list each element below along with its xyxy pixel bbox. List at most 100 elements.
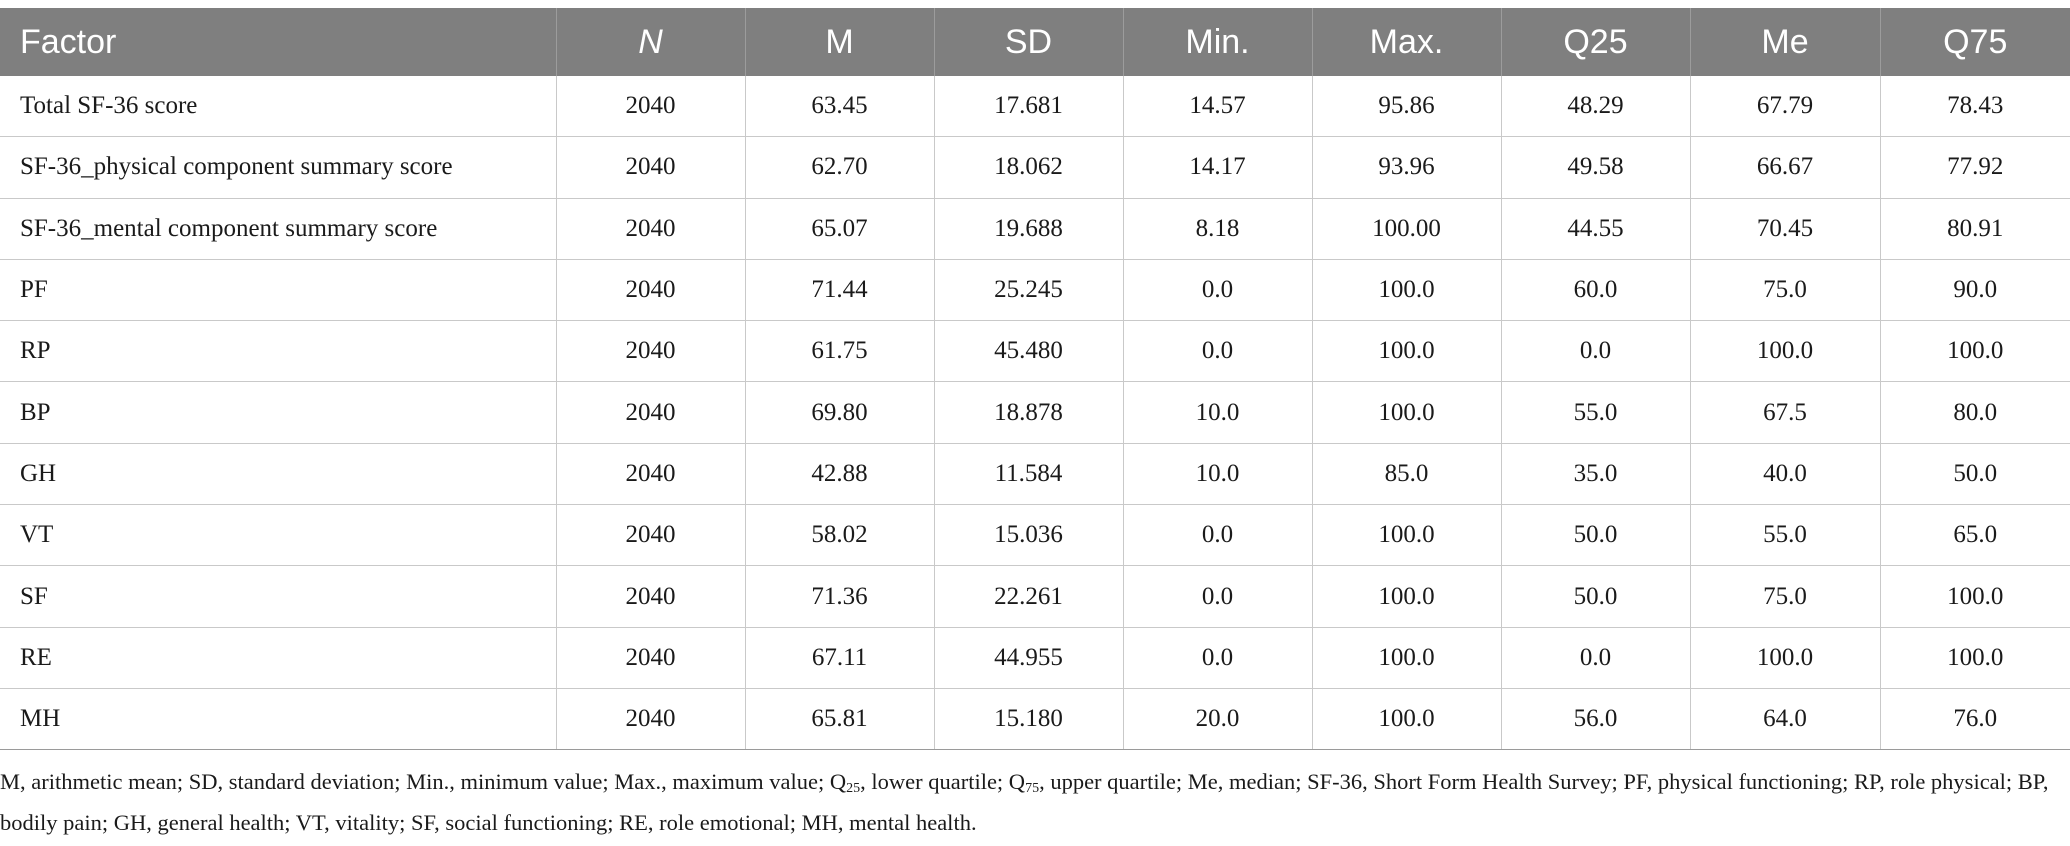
cell-median: 100.0 — [1689, 320, 1880, 383]
cell-n: 2040 — [555, 381, 745, 444]
cell-sd: 17.681 — [933, 76, 1123, 138]
table-header-row: Factor N M SD Min. Max. Q25 Me Q75 — [0, 8, 2070, 76]
header-median: Me — [1689, 8, 1880, 76]
cell-q75: 100.0 — [1879, 627, 2070, 689]
cell-factor: SF-36_mental component summary score — [0, 198, 556, 260]
cell-factor: RE — [0, 627, 556, 689]
cell-min: 0.0 — [1122, 320, 1312, 383]
header-factor: Factor — [0, 8, 556, 76]
cell-max: 100.0 — [1311, 688, 1501, 751]
cell-q25: 49.58 — [1500, 136, 1690, 199]
cell-q75: 76.0 — [1879, 688, 2070, 751]
cell-max: 93.96 — [1311, 136, 1501, 199]
cell-median: 70.45 — [1689, 198, 1880, 260]
cell-n: 2040 — [555, 443, 745, 506]
table-body: Total SF-36 score 2040 63.45 17.681 14.57 95.… — [0, 76, 2070, 751]
cell-q25: 44.55 — [1500, 198, 1690, 260]
cell-q25: 35.0 — [1500, 443, 1690, 506]
cell-min: 10.0 — [1122, 381, 1312, 444]
cell-factor: BP — [0, 381, 556, 444]
footnote-sub-75: 75 — [1025, 781, 1040, 796]
cell-q75: 80.91 — [1879, 198, 2070, 260]
cell-sd: 19.688 — [933, 198, 1123, 260]
cell-sd: 18.878 — [933, 381, 1123, 444]
cell-max: 85.0 — [1311, 443, 1501, 506]
cell-q75: 80.0 — [1879, 381, 2070, 444]
header-sd: SD — [933, 8, 1123, 76]
table-row: GH 2040 42.88 11.584 10.0 85.0 35.0 40.0 50.0 — [0, 443, 2070, 506]
cell-mean: 69.80 — [744, 381, 934, 444]
cell-min: 0.0 — [1122, 565, 1312, 628]
cell-mean: 67.11 — [744, 627, 934, 689]
table-row: RP 2040 61.75 45.480 0.0 100.0 0.0 100.0 100.0 — [0, 320, 2070, 383]
cell-median: 100.0 — [1689, 627, 1880, 689]
cell-max: 100.0 — [1311, 259, 1501, 322]
cell-sd: 11.584 — [933, 443, 1123, 506]
cell-median: 66.67 — [1689, 136, 1880, 199]
cell-min: 14.57 — [1122, 76, 1312, 138]
table-row: RE 2040 67.11 44.955 0.0 100.0 0.0 100.0 100.0 — [0, 627, 2070, 689]
cell-factor: SF — [0, 565, 556, 628]
cell-max: 100.0 — [1311, 565, 1501, 628]
cell-q75: 50.0 — [1879, 443, 2070, 506]
table-row: Total SF-36 score 2040 63.45 17.681 14.57 95.… — [0, 76, 2070, 138]
cell-factor: RP — [0, 320, 556, 383]
cell-factor: VT — [0, 504, 556, 567]
cell-sd: 22.261 — [933, 565, 1123, 628]
cell-sd: 45.480 — [933, 320, 1123, 383]
cell-n: 2040 — [555, 565, 745, 628]
cell-n: 2040 — [555, 136, 745, 199]
sf36-descriptive-statistics-table: Factor N M SD Min. Max. Q25 Me Q75 Total… — [0, 8, 2070, 751]
cell-factor: MH — [0, 688, 556, 751]
cell-n: 2040 — [555, 76, 745, 138]
cell-q75: 100.0 — [1879, 320, 2070, 383]
cell-median: 40.0 — [1689, 443, 1880, 506]
cell-n: 2040 — [555, 688, 745, 751]
header-max: Max. — [1311, 8, 1501, 76]
table-row: VT 2040 58.02 15.036 0.0 100.0 50.0 55.0 65.0 — [0, 504, 2070, 567]
cell-median: 55.0 — [1689, 504, 1880, 567]
header-min: Min. — [1122, 8, 1312, 76]
cell-factor: PF — [0, 259, 556, 322]
table-row: PF 2040 71.44 25.245 0.0 100.0 60.0 75.0 90.0 — [0, 259, 2070, 322]
cell-q25: 55.0 — [1500, 381, 1690, 444]
cell-sd: 18.062 — [933, 136, 1123, 199]
cell-n: 2040 — [555, 504, 745, 567]
cell-mean: 42.88 — [744, 443, 934, 506]
cell-max: 100.0 — [1311, 320, 1501, 383]
cell-max: 100.0 — [1311, 627, 1501, 689]
cell-factor: GH — [0, 443, 556, 506]
header-q75: Q75 — [1879, 8, 2070, 76]
cell-mean: 58.02 — [744, 504, 934, 567]
cell-q75: 77.92 — [1879, 136, 2070, 199]
header-mean: M — [744, 8, 934, 76]
cell-median: 67.5 — [1689, 381, 1880, 444]
cell-q25: 0.0 — [1500, 320, 1690, 383]
cell-q75: 90.0 — [1879, 259, 2070, 322]
header-q25: Q25 — [1500, 8, 1690, 76]
cell-median: 75.0 — [1689, 565, 1880, 628]
cell-sd: 25.245 — [933, 259, 1123, 322]
cell-n: 2040 — [555, 259, 745, 322]
cell-factor: Total SF-36 score — [0, 76, 556, 138]
cell-median: 75.0 — [1689, 259, 1880, 322]
cell-q25: 56.0 — [1500, 688, 1690, 751]
cell-mean: 61.75 — [744, 320, 934, 383]
cell-sd: 15.036 — [933, 504, 1123, 567]
cell-q25: 50.0 — [1500, 504, 1690, 567]
cell-mean: 71.44 — [744, 259, 934, 322]
cell-min: 0.0 — [1122, 627, 1312, 689]
cell-max: 100.0 — [1311, 381, 1501, 444]
cell-q75: 100.0 — [1879, 565, 2070, 628]
cell-median: 64.0 — [1689, 688, 1880, 751]
cell-q25: 0.0 — [1500, 627, 1690, 689]
cell-mean: 65.81 — [744, 688, 934, 751]
cell-min: 8.18 — [1122, 198, 1312, 260]
cell-q25: 48.29 — [1500, 76, 1690, 138]
cell-min: 0.0 — [1122, 504, 1312, 567]
cell-mean: 65.07 — [744, 198, 934, 260]
cell-n: 2040 — [555, 320, 745, 383]
table-row: MH 2040 65.81 15.180 20.0 100.0 56.0 64.0 76.0 — [0, 688, 2070, 751]
cell-sd: 44.955 — [933, 627, 1123, 689]
cell-q75: 65.0 — [1879, 504, 2070, 567]
